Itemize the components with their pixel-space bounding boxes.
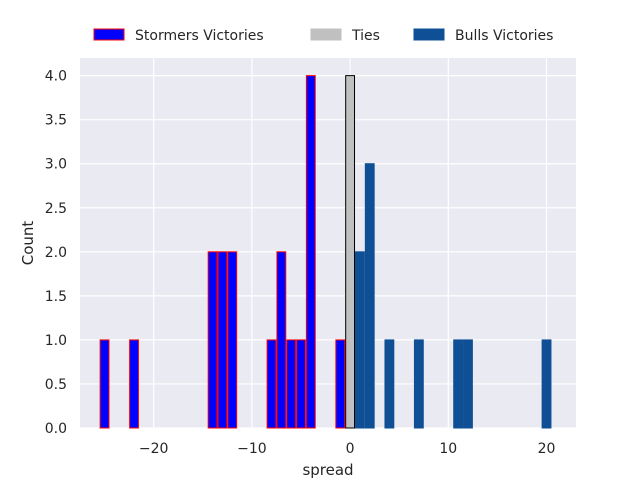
x-tick-labels: −20 −10 0 10 20 xyxy=(139,441,556,457)
bar-bulls-victories xyxy=(463,339,473,429)
bar-stormers-victories xyxy=(227,251,238,429)
y-tick-labels: 0.0 0.5 1.0 1.5 2.0 2.5 3.0 3.5 4.0 xyxy=(45,69,67,437)
y-tick-label: 1.0 xyxy=(45,333,67,349)
bar-bulls-victories xyxy=(364,163,375,429)
bar-stormers-victories xyxy=(207,251,218,429)
bar-ties xyxy=(345,75,356,429)
y-tick-label: 0.5 xyxy=(45,377,67,393)
y-tick-label: 3.5 xyxy=(45,113,67,129)
legend-swatch xyxy=(310,28,342,41)
bar-stormers-victories xyxy=(286,339,297,429)
bar-bulls-victories xyxy=(541,339,552,429)
legend-swatch xyxy=(413,28,445,41)
bar-stormers-victories xyxy=(266,339,277,429)
bar-bulls-victories xyxy=(355,251,365,429)
bar-stormers-victories xyxy=(296,339,306,429)
x-tick-label: −20 xyxy=(139,441,169,457)
bar-stormers-victories xyxy=(335,339,346,429)
grid-lines xyxy=(80,58,576,429)
bar-stormers-victories xyxy=(99,339,110,429)
x-axis-label: spread xyxy=(302,461,353,479)
plot-background xyxy=(80,58,576,428)
x-tick-label: −10 xyxy=(237,441,267,457)
bar-bulls-victories xyxy=(413,339,424,429)
legend: Stormers Victories Ties Bulls Victories xyxy=(93,28,553,44)
bar-stormers-victories xyxy=(276,251,287,429)
bar-stormers-victories xyxy=(217,251,228,429)
legend-label: Ties xyxy=(351,28,380,44)
y-tick-label: 1.5 xyxy=(45,289,67,305)
x-tick-label: 0 xyxy=(346,441,355,457)
y-tick-label: 2.0 xyxy=(45,245,67,261)
x-tick-label: 10 xyxy=(439,441,457,457)
bar-bulls-victories xyxy=(384,339,395,429)
legend-label: Bulls Victories xyxy=(455,28,553,44)
y-axis-label: Count xyxy=(19,221,37,266)
bar-bulls-victories xyxy=(453,339,464,429)
y-tick-label: 4.0 xyxy=(45,69,67,85)
y-tick-label: 0.0 xyxy=(45,421,67,437)
bar-stormers-victories xyxy=(129,339,139,429)
y-tick-label: 3.0 xyxy=(45,157,67,173)
legend-swatch xyxy=(93,28,125,41)
x-tick-label: 20 xyxy=(538,441,556,457)
bar-stormers-victories xyxy=(305,75,316,429)
bars xyxy=(99,75,552,429)
y-tick-label: 2.5 xyxy=(45,201,67,217)
legend-label: Stormers Victories xyxy=(135,28,264,44)
